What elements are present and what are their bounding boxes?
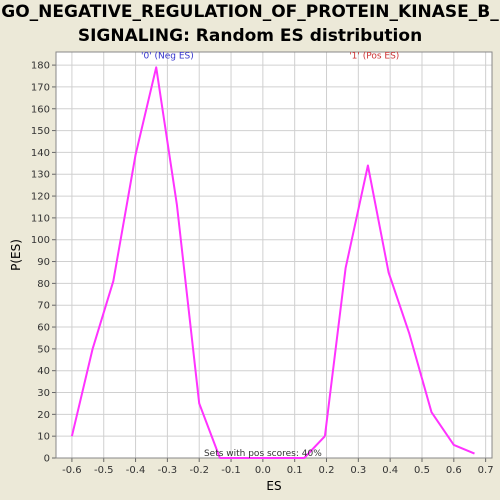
y-tick-label: 80	[37, 279, 50, 290]
x-tick-label: 0.4	[382, 465, 398, 476]
x-tick-label: -0.3	[158, 465, 178, 476]
x-tick-label: 0.0	[255, 465, 271, 476]
x-tick-label: 0.6	[446, 465, 462, 476]
y-tick-label: 150	[31, 126, 50, 137]
series-layer	[70, 66, 475, 459]
x-tick-label: -0.1	[221, 465, 241, 476]
x-tick-label: -0.6	[62, 465, 82, 476]
x-tick-label: 0.7	[478, 465, 494, 476]
y-tick-label: 160	[31, 104, 50, 115]
series-line-1	[323, 164, 475, 455]
y-tick-label: 60	[37, 323, 50, 334]
annotation-0: '0' (Neg ES)	[141, 52, 194, 62]
y-tick-label: 30	[37, 388, 50, 399]
y-tick-label: 20	[37, 410, 50, 421]
y-tick-label: 100	[31, 235, 50, 246]
y-tick-label: 90	[37, 257, 50, 268]
y-tick-label: 50	[37, 344, 50, 355]
y-tick-label: 170	[31, 82, 50, 93]
x-tick-label: 0.2	[319, 465, 335, 476]
chart-title: GO_NEGATIVE_REGULATION_OF_PROTEIN_KINASE…	[0, 0, 500, 48]
y-axis-label: P(ES)	[9, 239, 23, 271]
annotations: '0' (Neg ES) '1' (Pos ES) Sets with pos sc…	[141, 52, 399, 459]
y-tick-label: 130	[31, 170, 50, 181]
chart-title-line-1: GO_NEGATIVE_REGULATION_OF_PROTEIN_KINASE…	[1, 2, 499, 22]
annotation-1: '1' (Pos ES)	[349, 52, 399, 62]
x-tick-label: -0.2	[189, 465, 209, 476]
plot-area	[56, 52, 492, 458]
y-tick-label: 110	[31, 213, 50, 224]
y-tick-label: 70	[37, 301, 50, 312]
x-axis-label: ES	[266, 479, 281, 493]
annotation-2: Sets with pos scores: 40%	[204, 449, 322, 459]
axes: 0 10 20 30 40 50 60 70 80 90 100 110 120 130 140 150 160…	[31, 51, 494, 476]
x-tick-label: -0.4	[126, 465, 146, 476]
x-tick-label: 0.5	[414, 465, 430, 476]
y-tick-label: 40	[37, 366, 50, 377]
series-line-0	[70, 66, 326, 459]
x-tick-label: -0.5	[94, 465, 114, 476]
y-tick-label: 180	[31, 61, 50, 72]
y-tick-label: 10	[37, 432, 50, 443]
y-tick-label: 0	[44, 454, 50, 465]
x-tick-label: 0.3	[350, 465, 366, 476]
x-tick-label: 0.1	[287, 465, 303, 476]
y-tick-label: 120	[31, 192, 50, 203]
chart-title-line-2: SIGNALING: Random ES distribution	[77, 26, 423, 46]
y-tick-label: 140	[31, 148, 50, 159]
